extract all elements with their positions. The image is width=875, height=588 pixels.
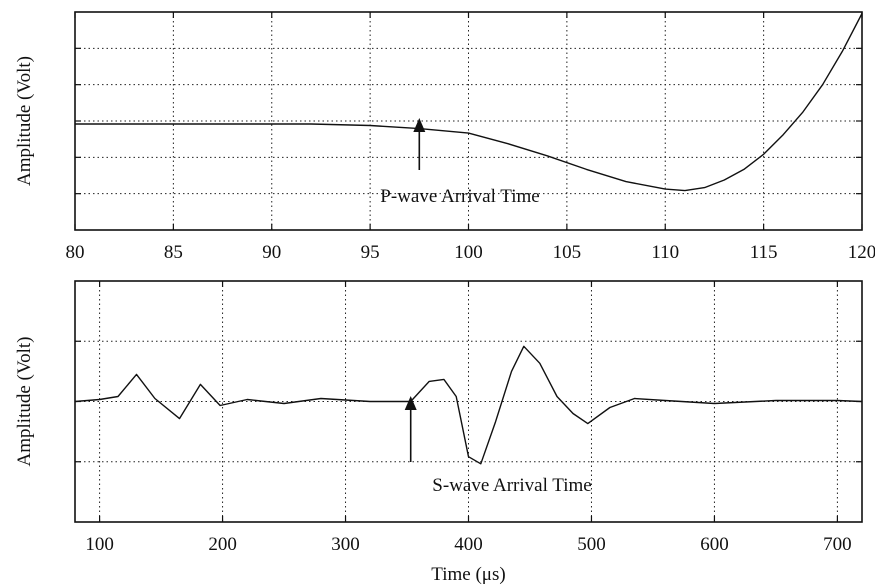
signal-trace: [74, 345, 863, 465]
x-tick-label: 120: [848, 242, 875, 263]
arrival-arrow-head: [404, 396, 417, 410]
x-tick-label: 700: [823, 534, 852, 555]
x-tick-label: 500: [577, 534, 606, 555]
x-tick-label: 85: [164, 242, 183, 263]
y-axis-label: Amplitude (Volt): [14, 56, 35, 186]
top-plot-p-wave: 80 85 90 95 100 105 110 115 120 Amplitude (Volt) P…: [14, 11, 875, 263]
arrival-time-annotation: P-wave Arrival Time: [380, 186, 539, 207]
x-tick-label: 115: [750, 242, 778, 263]
x-axis-label: Time (μs): [431, 564, 505, 585]
y-axis-label: Amplitude (Volt): [14, 336, 35, 466]
x-tick-label: 80: [66, 242, 85, 263]
x-tick-label: 95: [361, 242, 380, 263]
signal-trace: [75, 13, 863, 192]
bottom-plot-s-wave: 100 200 300 400 500 600 700 Amplitude (Volt) Tim…: [14, 280, 863, 585]
x-tick-label: 300: [331, 534, 360, 555]
x-tick-label: 90: [262, 242, 281, 263]
plot-frame: [74, 11, 863, 231]
x-tick-label: 200: [208, 534, 237, 555]
x-tick-label: 110: [651, 242, 679, 263]
x-tick-label: 105: [553, 242, 582, 263]
x-tick-label: 100: [454, 242, 483, 263]
x-tick-label: 600: [700, 534, 729, 555]
x-tick-label: 100: [85, 534, 114, 555]
arrival-arrow-head: [413, 118, 426, 132]
arrival-time-annotation: S-wave Arrival Time: [432, 475, 591, 496]
x-tick-label: 400: [454, 534, 483, 555]
